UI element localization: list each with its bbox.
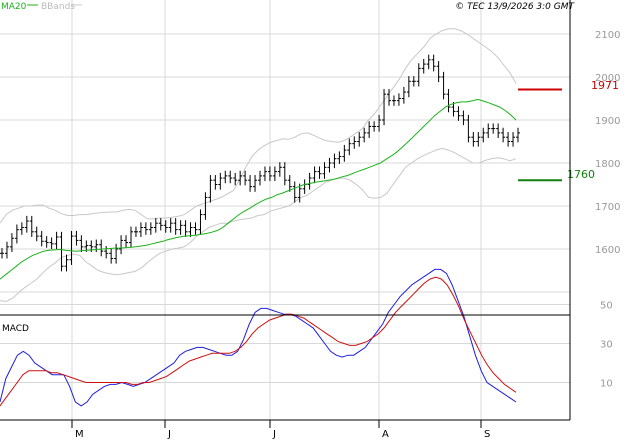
signal-line	[0, 276, 517, 407]
support-label: 1760	[567, 168, 595, 181]
price-tick-label: 1900	[595, 116, 620, 127]
price-axis-labels: 2100 2000 1900 1800 1700 1600	[595, 30, 620, 256]
macd-tick-label: 10	[600, 379, 613, 390]
resistance-label: 1971	[591, 79, 619, 92]
copyright-notice: © TEC 13/9/2026 3:0 GMT	[455, 2, 575, 12]
macd-tick-label: 30	[600, 340, 613, 351]
price-tick-label: 2100	[595, 30, 620, 41]
macd-panel-label: MACD	[2, 324, 29, 334]
time-tick-label: J	[272, 429, 276, 440]
bollinger-lower-band	[0, 147, 517, 303]
price-tick-label: 1600	[595, 245, 620, 256]
price-bars	[0, 54, 520, 272]
macd-tick-label: 50	[600, 301, 613, 312]
price-tick-label: 2000	[595, 73, 620, 84]
ma20-line	[0, 98, 517, 280]
time-tick-label: S	[484, 429, 490, 440]
time-tick-label: A	[382, 429, 389, 440]
time-tick-label: M	[75, 429, 84, 440]
macd-axis-labels: 50 30 10	[600, 301, 613, 390]
price-tick-label: 1800	[595, 159, 620, 170]
bbands-legend: BBands	[41, 2, 75, 12]
bollinger-upper-band	[0, 28, 517, 224]
macd-line	[0, 268, 517, 407]
price-tick-label: 1700	[595, 202, 620, 213]
macd-grid	[0, 0, 570, 420]
time-tick-label: J	[167, 429, 171, 440]
ma20-legend: MA20	[1, 2, 27, 12]
